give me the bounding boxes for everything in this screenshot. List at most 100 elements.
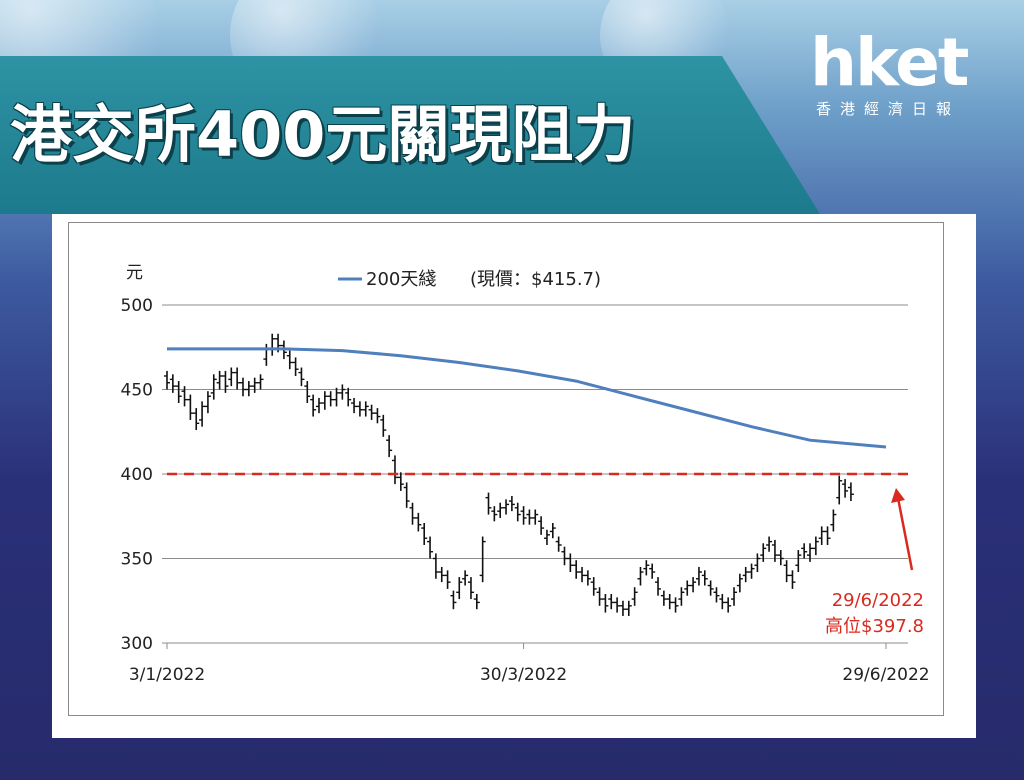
ohlc-bar [403,482,410,508]
y-axis-ticks: 500 450 400 350 300 [121,296,167,654]
ohlc-bar [187,394,194,420]
ohlc-bar [807,543,814,562]
title-banner [0,56,820,214]
ohlc-bar [625,600,632,616]
ohlc-bar [269,333,276,356]
chart-frame [68,222,944,716]
ohlc-bar [684,580,691,596]
ohlc-bar [672,597,679,613]
ohlc-bar [181,386,188,407]
ohlc-bar [631,587,638,606]
ma-200-line [167,347,887,449]
ohlc-bar [538,516,545,535]
y-tick-label: 350 [121,550,153,570]
ohlc-bar [596,587,603,606]
ohlc-bar [304,381,311,404]
ohlc-bar [427,536,434,559]
ohlc-bar [175,381,182,404]
ohlc-bar [760,543,767,562]
ohlc-bar [310,394,317,417]
ohlc-bar [263,343,270,366]
ohlc-bar [497,502,504,518]
ohlc-bar [298,367,305,387]
ohlc-bar [830,509,837,532]
ohlc-bar [742,566,749,583]
ohlc-bar [526,509,533,525]
ohlc-bar [503,499,510,515]
y-tick-label: 300 [121,634,153,654]
ohlc-bar [549,523,556,539]
ohlc-bar [421,523,428,545]
ohlc-bar [637,566,644,586]
ohlc-bar [579,566,586,583]
ohlc-bars [164,333,854,616]
ohlc-bar [216,370,223,390]
ohlc-bar [660,590,667,606]
ohlc-bar [193,408,200,431]
ohlc-bar [532,509,539,525]
ohlc-bar [602,593,609,613]
ohlc-bar [315,397,322,414]
ohlc-bar [555,536,562,552]
ohlc-bar [590,577,597,596]
ohlc-bar [368,404,375,420]
ohlc-bar [333,387,340,407]
ohlc-bar [169,374,176,393]
ohlc-bar [748,563,755,579]
x-tick-label: 29/6/2022 [842,665,929,685]
ohlc-bar [520,506,527,525]
ohlc-bar [345,387,352,407]
ohlc-bar [619,600,626,616]
ohlc-bar [362,401,369,417]
ohlc-bar [847,482,854,502]
ohlc-bar [666,593,673,610]
ohlc-bar [818,526,825,545]
ohlc-bar [450,590,457,610]
ohlc-bar [561,546,568,566]
ohlc-bar [438,566,445,583]
ohlc-bar [643,560,650,576]
ohlc-bar [164,370,170,390]
hket-logo: hket 香港經濟日報 [810,30,1000,119]
ohlc-bar [456,577,463,600]
ohlc-bar [766,536,773,552]
ohlc-bar [783,560,790,583]
annotation-date: 29/6/2022 [832,590,924,611]
ohlc-bar [567,553,574,573]
legend-note: (現價：$415.7) [470,269,601,290]
ohlc-bar [397,472,404,491]
ohlc-bar [234,367,241,390]
ohlc-bar [543,529,550,545]
ohlc-bar [573,560,580,579]
ohlc-bar [584,570,591,586]
logo-subtitle: 香港經濟日報 [816,100,961,118]
ohlc-bar [356,401,363,417]
ohlc-bar [199,401,206,427]
ohlc-bar [795,550,802,573]
ohlc-bar [608,593,615,610]
ohlc-bar [655,577,662,596]
ohlc-bar [824,526,831,545]
ohlc-bar [479,536,486,583]
ohlc-bar [736,573,743,593]
y-axis-unit-label: 元 [126,263,143,283]
ohlc-bar [391,455,398,485]
ohlc-bar [351,397,358,414]
ohlc-bar [210,374,217,400]
ohlc-bar [754,553,761,573]
ohlc-bar [432,553,439,579]
ohlc-bar [327,391,334,407]
ohlc-bar [725,597,732,613]
ohlc-bar [678,587,685,606]
ohlc-bar [842,479,849,498]
ohlc-bar [292,357,299,376]
ohlc-bar [245,381,252,397]
y-tick-label: 400 [121,465,153,485]
ohlc-bar [491,506,498,522]
ohlc-bar [473,593,480,610]
logo-wordmark: hket [810,24,969,101]
ohlc-bar [707,580,714,596]
ohlc-bar [239,377,246,397]
ohlc-bar [731,587,738,606]
